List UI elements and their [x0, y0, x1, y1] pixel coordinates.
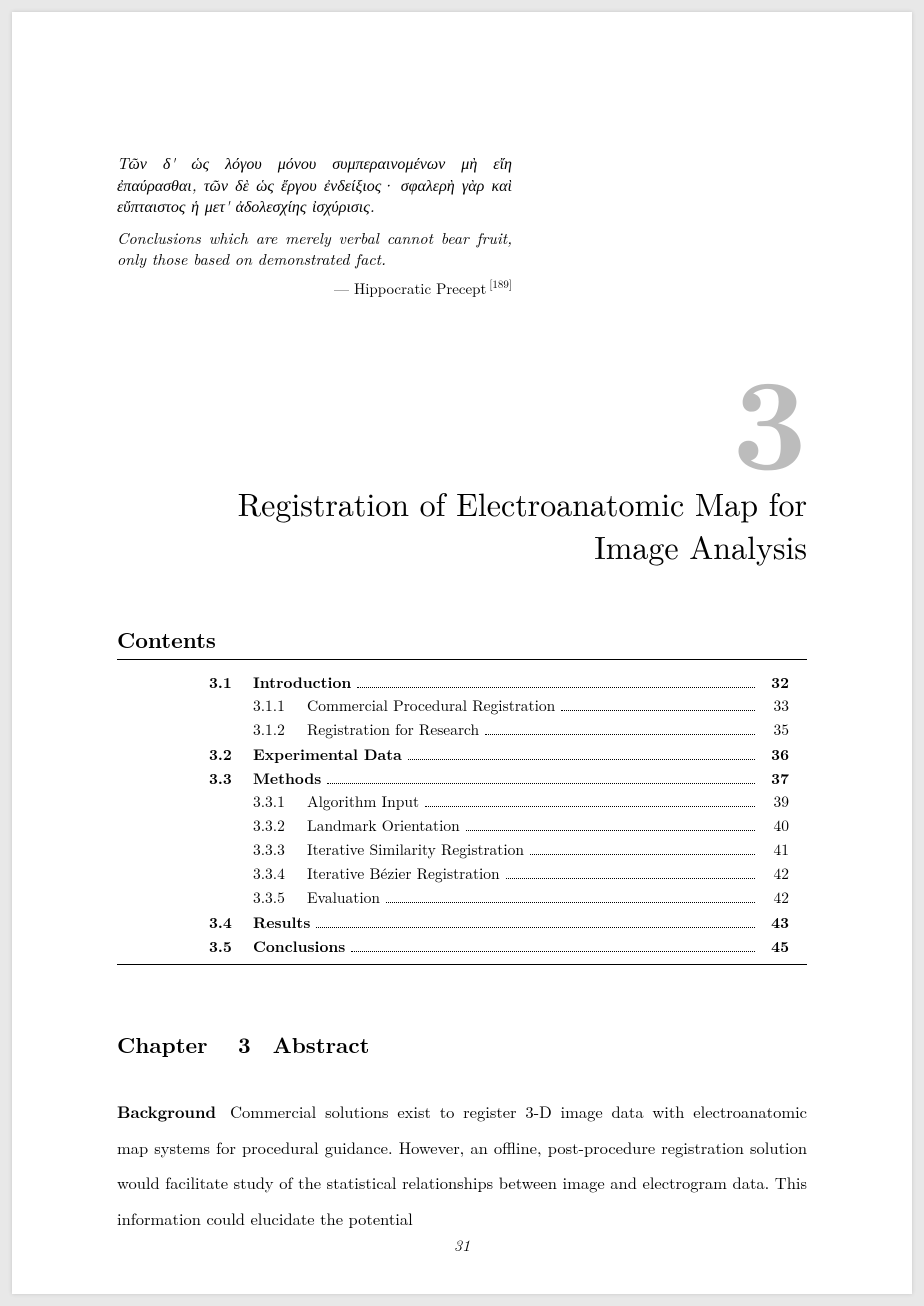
toc-text: Commercial Procedural Registration	[307, 694, 555, 718]
toc-page: 42	[759, 862, 789, 886]
attribution-citation: [189]	[489, 277, 512, 292]
toc-row: 3.3.4Iterative Bézier Registration 42	[209, 862, 789, 886]
toc-text: Experimental Data	[253, 742, 402, 766]
toc-page: 35	[759, 718, 789, 742]
toc-number: 3.3.5	[253, 886, 307, 910]
epigraph-greek: Τῶν δ' ὡς λόγου μόνου συμπεραινομένων μὴ…	[117, 152, 512, 217]
toc-number: 3.3.3	[253, 838, 307, 862]
toc-page: 33	[759, 694, 789, 718]
toc-number: 3.4	[209, 910, 253, 934]
toc-row: 3.1.2Registration for Research 35	[209, 718, 789, 742]
toc-number: 3.3	[209, 766, 253, 790]
toc-text: Methods	[253, 766, 321, 790]
toc-page: 42	[759, 886, 789, 910]
toc-row: 3.3.1Algorithm Input 39	[209, 790, 789, 814]
chapter-number: 3	[117, 361, 807, 472]
page-number: 31	[12, 1233, 912, 1256]
toc-leader-dots	[506, 878, 755, 879]
toc-text: Introduction	[253, 670, 351, 694]
toc-page: 40	[759, 814, 789, 838]
toc-text: Algorithm Input	[307, 790, 419, 814]
epigraph-english: Conclusions which are merely verbal cann…	[117, 227, 512, 270]
toc-leader-dots	[408, 759, 755, 760]
toc-number: 3.3.1	[253, 790, 307, 814]
toc-leader-dots	[357, 687, 755, 688]
toc-leader-dots	[327, 783, 755, 784]
toc-row: 3.3.5Evaluation 42	[209, 886, 789, 910]
attribution-source: Hippocratic Precept	[354, 278, 486, 299]
contents-heading: Contents	[117, 624, 807, 655]
toc-page: 32	[759, 670, 789, 694]
contents-rule-bottom	[117, 964, 807, 965]
chapter-title: Registration of Electroanatomic Map for …	[117, 482, 807, 568]
toc-row: 3.1Introduction 32	[209, 670, 789, 694]
abstract-body: Commercial solutions exist to register 3…	[117, 1099, 807, 1229]
toc-row: 3.3Methods 37	[209, 766, 789, 790]
epigraph-block: Τῶν δ' ὡς λόγου μόνου συμπεραινομένων μὴ…	[117, 152, 512, 299]
toc-row: 3.3.2Landmark Orientation 40	[209, 814, 789, 838]
attribution-dash: —	[334, 278, 354, 299]
toc-row: 3.5Conclusions 45	[209, 934, 789, 958]
toc-page: 41	[759, 838, 789, 862]
toc-row: 3.2Experimental Data 36	[209, 742, 789, 766]
toc-row: 3.1.1Commercial Procedural Registration 3…	[209, 694, 789, 718]
toc-leader-dots	[466, 830, 755, 831]
toc-leader-dots	[425, 806, 755, 807]
toc-page: 36	[759, 742, 789, 766]
toc-number: 3.5	[209, 934, 253, 958]
chapter-title-line2: Image Analysis	[594, 524, 807, 569]
table-of-contents: 3.1Introduction323.1.1Commercial Procedu…	[117, 670, 807, 958]
toc-number: 3.1.1	[253, 694, 307, 718]
toc-page: 37	[759, 766, 789, 790]
abstract-run-in: Background	[117, 1099, 216, 1123]
toc-text: Results	[253, 910, 310, 934]
toc-text: Conclusions	[253, 934, 345, 958]
toc-leader-dots	[316, 927, 755, 928]
toc-leader-dots	[561, 710, 755, 711]
toc-row: 3.4Results 43	[209, 910, 789, 934]
document-page: Τῶν δ' ὡς λόγου μόνου συμπεραινομένων μὴ…	[12, 12, 912, 1294]
chapter-title-line1: Registration of Electroanatomic Map for	[238, 481, 807, 526]
toc-page: 45	[759, 934, 789, 958]
toc-row: 3.3.3Iterative Similarity Registration 41	[209, 838, 789, 862]
abstract-paragraph: BackgroundCommercial solutions exist to …	[117, 1094, 807, 1236]
toc-leader-dots	[351, 951, 755, 952]
toc-page: 43	[759, 910, 789, 934]
toc-text: Registration for Research	[307, 718, 479, 742]
abstract-heading: Chapter 3 Abstract	[117, 1029, 807, 1060]
contents-rule-top	[117, 659, 807, 660]
toc-number: 3.1	[209, 670, 253, 694]
toc-number: 3.3.4	[253, 862, 307, 886]
toc-text: Iterative Similarity Registration	[307, 838, 524, 862]
toc-leader-dots	[530, 854, 755, 855]
toc-number: 3.3.2	[253, 814, 307, 838]
toc-leader-dots	[386, 902, 755, 903]
toc-text: Landmark Orientation	[307, 814, 460, 838]
toc-number: 3.2	[209, 742, 253, 766]
toc-page: 39	[759, 790, 789, 814]
toc-leader-dots	[485, 734, 755, 735]
epigraph-attribution: — Hippocratic Precept [189]	[117, 278, 512, 299]
toc-text: Evaluation	[307, 886, 380, 910]
toc-text: Iterative Bézier Registration	[307, 862, 500, 886]
toc-number: 3.1.2	[253, 718, 307, 742]
